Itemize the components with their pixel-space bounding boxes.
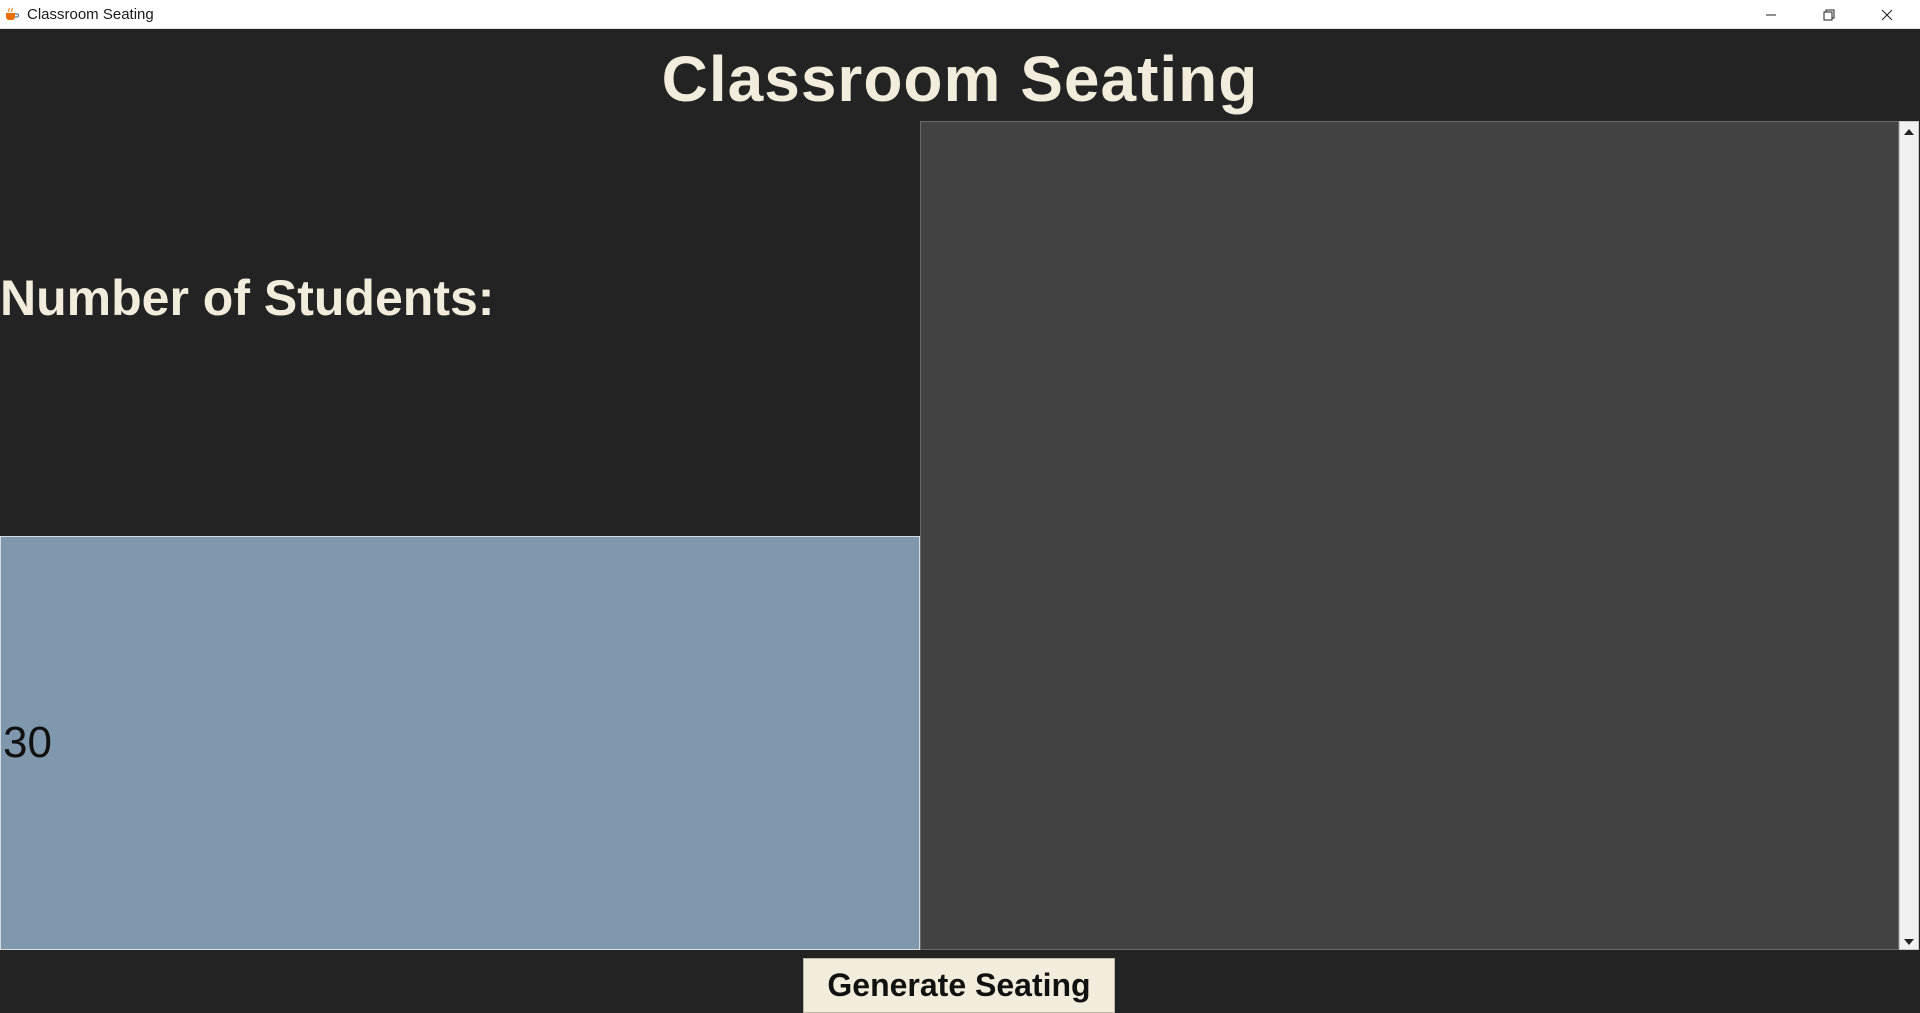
scroll-down-button[interactable]: [1900, 932, 1918, 949]
close-icon: [1881, 9, 1893, 21]
arrow-down-icon: [1904, 932, 1914, 950]
window-title: Classroom Seating: [27, 6, 154, 23]
arrow-up-icon: [1904, 122, 1914, 140]
app-content: Classroom Seating Number of Students: Ge…: [0, 29, 1920, 1013]
students-label: Number of Students:: [0, 270, 495, 326]
close-button[interactable]: [1858, 0, 1916, 29]
generate-seating-button[interactable]: Generate Seating: [803, 958, 1115, 1013]
window-titlebar: Classroom Seating: [0, 0, 1920, 29]
java-cup-icon: [4, 7, 20, 21]
restore-icon: [1823, 9, 1835, 21]
page-title: Classroom Seating: [661, 43, 1259, 115]
maximize-button[interactable]: [1800, 0, 1858, 29]
scroll-up-button[interactable]: [1900, 122, 1918, 139]
minimize-icon: [1765, 9, 1777, 21]
seating-output-area[interactable]: [920, 121, 1899, 950]
output-scrollbar[interactable]: [1899, 121, 1919, 950]
minimize-button[interactable]: [1742, 0, 1800, 29]
students-count-input[interactable]: [0, 536, 920, 950]
